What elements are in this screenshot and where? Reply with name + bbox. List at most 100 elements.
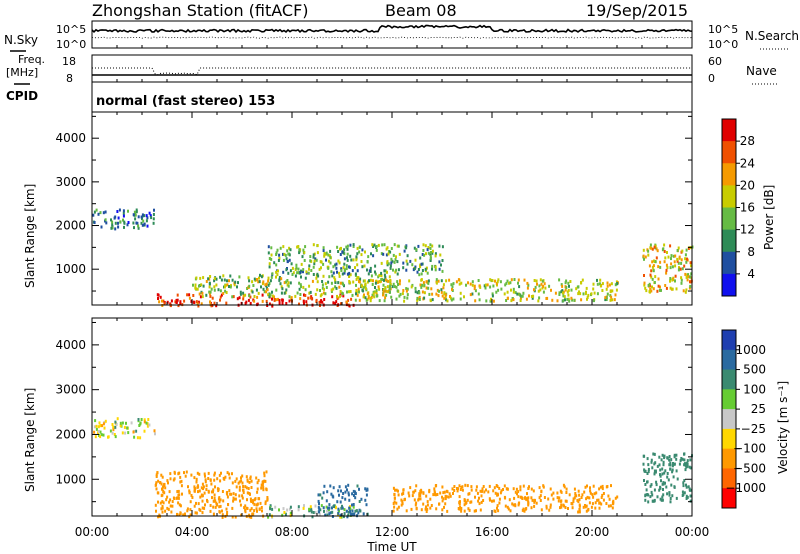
range-cell <box>689 499 692 503</box>
range-cell <box>669 279 671 283</box>
range-cell <box>577 292 580 296</box>
colorbar-swatch <box>722 409 736 430</box>
range-cell <box>146 424 149 428</box>
range-cell <box>112 425 115 429</box>
range-cell <box>465 283 467 287</box>
range-cell <box>161 493 164 497</box>
range-cell <box>348 290 350 294</box>
range-cell <box>226 491 229 494</box>
range-cell <box>319 300 322 304</box>
range-cell <box>588 501 591 505</box>
range-cell <box>503 484 506 488</box>
range-cell <box>177 501 180 505</box>
range-cell <box>444 497 447 501</box>
range-cell <box>270 275 273 279</box>
range-cell <box>666 456 669 460</box>
range-cell <box>531 296 534 300</box>
range-cell <box>253 502 256 506</box>
range-cell <box>188 296 191 300</box>
range-cell <box>416 270 419 274</box>
range-cell <box>162 490 165 493</box>
range-cell <box>278 301 281 305</box>
range-cell <box>549 503 552 507</box>
range-cell <box>391 259 394 263</box>
range-cell <box>275 288 278 292</box>
range-cell <box>349 510 352 513</box>
range-cell <box>322 491 325 495</box>
range-cell <box>277 259 280 262</box>
range-cell <box>275 270 278 274</box>
range-cell <box>322 506 325 510</box>
range-cell <box>587 293 590 297</box>
range-cell <box>418 298 421 301</box>
range-cell <box>677 261 680 265</box>
range-cell <box>211 296 214 300</box>
range-cell <box>218 496 221 500</box>
range-cell <box>263 474 266 478</box>
range-cell <box>226 495 229 499</box>
range-cell <box>535 501 538 505</box>
range-cell <box>369 266 372 270</box>
range-cell <box>213 288 216 292</box>
range-cell <box>155 481 158 485</box>
range-cell <box>332 495 335 499</box>
range-cell <box>677 268 680 272</box>
range-cell <box>226 283 229 287</box>
range-cell <box>367 272 370 276</box>
range-cell <box>202 284 205 288</box>
range-cell <box>323 509 325 513</box>
range-cell <box>573 496 576 500</box>
range-cell <box>439 253 442 257</box>
range-cell <box>441 485 444 489</box>
range-cell <box>261 509 263 513</box>
range-cell <box>604 298 607 302</box>
range-cell <box>644 286 647 290</box>
range-cell <box>352 280 355 284</box>
range-cell <box>309 290 312 294</box>
range-cell <box>558 291 561 295</box>
range-cell <box>512 503 515 507</box>
range-cell <box>149 214 152 218</box>
range-cell <box>296 245 299 249</box>
range-cell <box>443 505 445 509</box>
range-cell <box>148 211 151 215</box>
range-cell <box>362 512 365 516</box>
range-cell <box>457 278 460 282</box>
range-cell <box>598 506 601 510</box>
range-cell <box>647 249 650 253</box>
range-cell <box>506 296 509 300</box>
nave-tick-bottom: 0 <box>708 72 715 85</box>
range-cell <box>117 216 120 220</box>
range-cell <box>157 479 160 483</box>
range-cell <box>675 496 678 500</box>
range-cell <box>395 255 397 259</box>
range-cell <box>520 295 523 299</box>
range-cell <box>648 264 651 268</box>
range-cell <box>542 290 545 294</box>
range-cell <box>177 489 180 493</box>
range-cell <box>496 504 499 508</box>
range-cell <box>155 475 158 478</box>
range-cell <box>386 270 388 274</box>
range-cell <box>196 471 199 475</box>
range-cell <box>644 498 647 502</box>
range-cell <box>352 243 355 247</box>
range-cell <box>434 268 437 272</box>
range-cell <box>671 287 674 291</box>
range-cell <box>338 271 341 275</box>
range-cell <box>259 273 261 277</box>
range-cell <box>282 507 285 511</box>
range-cell <box>679 267 681 271</box>
range-cell <box>363 293 365 297</box>
range-cell <box>590 292 593 296</box>
range-cell <box>685 248 688 252</box>
range-cell <box>285 302 288 305</box>
range-cell <box>413 267 416 271</box>
range-cell <box>231 295 234 299</box>
range-cell <box>271 294 274 298</box>
range-cell <box>475 488 478 492</box>
range-cell <box>365 298 368 302</box>
range-cell <box>662 493 665 497</box>
range-cell <box>426 271 429 275</box>
